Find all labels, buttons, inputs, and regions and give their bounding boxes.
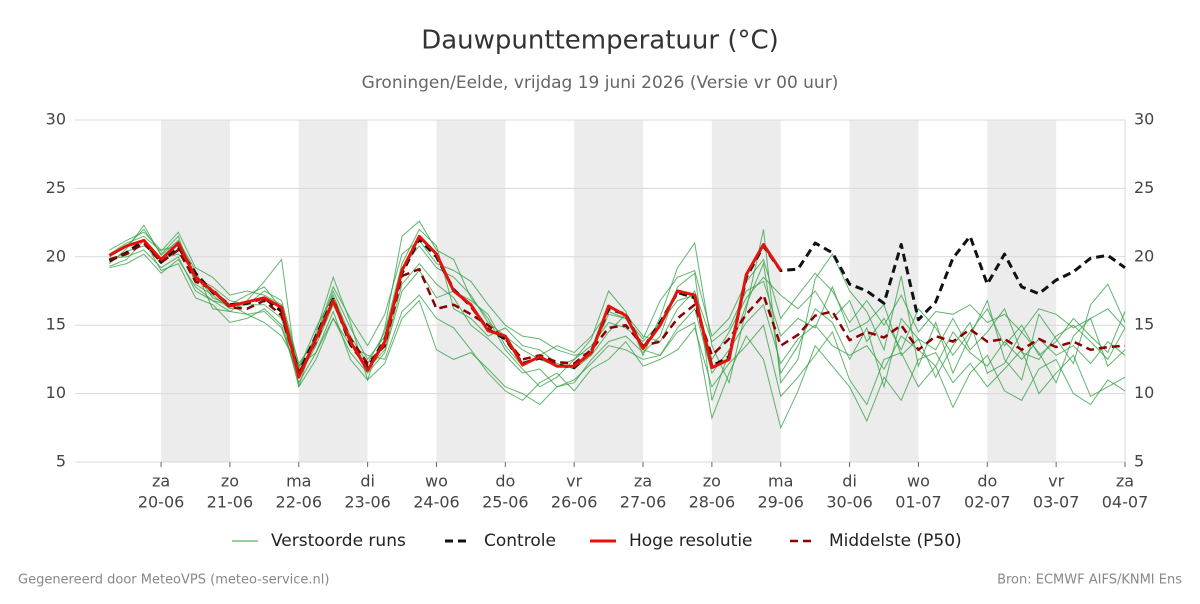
x-tick-date: 28-06 [689, 493, 736, 512]
x-tick-date: 23-06 [344, 493, 391, 512]
y-tick-label-right: 25 [1134, 178, 1154, 197]
x-tick-date: 29-06 [757, 493, 804, 512]
legend-label: Verstoorde runs [271, 531, 406, 551]
series-line [108, 234, 782, 379]
x-tick-date: 27-06 [620, 493, 667, 512]
y-tick-label-right: 20 [1134, 246, 1154, 265]
legend-label: Hoge resolutie [629, 531, 753, 551]
ensemble-run [109, 231, 1126, 368]
y-tick-label: 25 [46, 178, 66, 197]
x-tick-label: di [842, 472, 857, 491]
x-tick-date: 26-06 [551, 493, 598, 512]
y-tick-label: 30 [46, 110, 66, 129]
x-tick-date: 04-07 [1102, 493, 1149, 512]
x-tick-label: do [495, 472, 515, 491]
day-band [987, 120, 1057, 462]
chart-title: Dauwpunttemperatuur (°C) [421, 26, 779, 56]
x-tick-label: ma [768, 472, 793, 491]
x-tick-date: 21-06 [207, 493, 254, 512]
y-tick-label: 10 [46, 383, 66, 402]
x-tick-date: 20-06 [138, 493, 185, 512]
y-tick-label-right: 30 [1134, 110, 1154, 129]
x-tick-label: za [1116, 472, 1134, 491]
footer-right: Bron: ECMWF AIFS/KNMI Ens [997, 573, 1182, 588]
ensemble-run [109, 239, 1126, 430]
y-tick-label: 5 [56, 452, 66, 471]
y-tick-label: 20 [46, 246, 66, 265]
x-tick-date: 30-06 [826, 493, 873, 512]
day-band [436, 120, 506, 462]
ensemble-run [109, 253, 1126, 401]
x-tick-label: do [977, 472, 997, 491]
x-tick-date: 02-07 [964, 493, 1011, 512]
footer-left: Gegenereerd door MeteoVPS (meteo-service… [18, 573, 329, 588]
day-band [849, 120, 919, 462]
x-tick-label: vr [566, 472, 582, 491]
x-tick-label: wo [907, 472, 930, 491]
x-tick-label: di [360, 472, 375, 491]
ensemble-run [109, 249, 1126, 409]
x-tick-date: 25-06 [482, 493, 529, 512]
x-tick-label: zo [703, 472, 721, 491]
x-tick-label: ma [286, 472, 311, 491]
ensemble-run [109, 231, 1126, 367]
series-line [109, 241, 1126, 375]
x-tick-date: 01-07 [895, 493, 942, 512]
plot-area: 5 5 10 10 15 15 20 20 25 25 30 30 za 20-06 zo 21-06 ma 22… [46, 110, 1155, 512]
legend-label: Middelste (P50) [829, 531, 962, 551]
x-tick-label: za [634, 472, 652, 491]
x-tick-label: zo [221, 472, 239, 491]
ensemble-run [109, 228, 1126, 389]
x-tick-date: 22-06 [276, 493, 323, 512]
y-tick-label-right: 15 [1134, 315, 1154, 334]
legend-label: Controle [484, 531, 556, 551]
y-tick-label-right: 5 [1134, 452, 1144, 471]
y-tick-label: 15 [46, 315, 66, 334]
x-tick-label: vr [1048, 472, 1064, 491]
ensemble-run [109, 220, 1126, 388]
x-tick-date: 24-06 [413, 493, 460, 512]
x-tick-date: 03-07 [1033, 493, 1080, 512]
chart-subtitle: Groningen/Eelde, vrijdag 19 juni 2026 (V… [362, 73, 839, 93]
y-tick-label-right: 10 [1134, 383, 1154, 402]
x-tick-label: za [152, 472, 170, 491]
x-tick-label: wo [425, 472, 448, 491]
